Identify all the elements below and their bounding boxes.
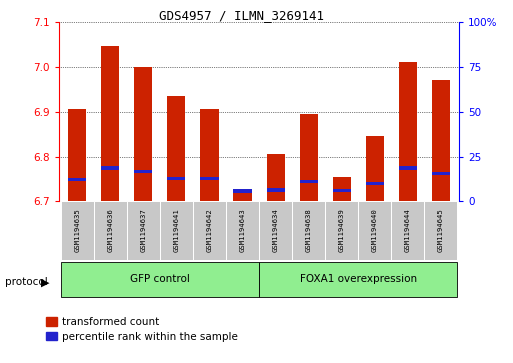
Text: GFP control: GFP control [130, 274, 190, 284]
Bar [134, 171, 152, 173]
Text: protocol: protocol [5, 277, 48, 287]
Bar [325, 201, 358, 260]
Text: FOXA1 overexpression: FOXA1 overexpression [300, 274, 417, 284]
Bar [101, 166, 120, 170]
Bar [101, 46, 120, 201]
Bar [399, 62, 417, 201]
Text: GSM1194642: GSM1194642 [206, 209, 212, 252]
Bar [167, 96, 186, 201]
Bar [432, 172, 450, 175]
Bar [267, 154, 285, 201]
Bar [233, 189, 251, 193]
Bar [201, 109, 219, 201]
Bar [292, 201, 325, 260]
Text: GSM1194645: GSM1194645 [438, 209, 444, 252]
Bar [332, 177, 351, 201]
Bar [127, 201, 160, 260]
Text: GSM1194634: GSM1194634 [272, 209, 279, 252]
Bar [399, 166, 417, 170]
Bar [68, 178, 86, 181]
Bar [332, 189, 351, 192]
Bar [432, 80, 450, 201]
Bar [61, 201, 94, 260]
Text: GSM1194643: GSM1194643 [240, 209, 246, 252]
Bar [226, 201, 259, 260]
Bar [68, 109, 86, 201]
Bar [391, 201, 424, 260]
Bar [424, 201, 458, 260]
Text: GSM1194641: GSM1194641 [173, 209, 180, 252]
Text: GSM1194644: GSM1194644 [405, 209, 411, 252]
Bar [160, 201, 193, 260]
Text: GSM1194637: GSM1194637 [141, 209, 146, 252]
Bar [259, 201, 292, 260]
Bar [134, 67, 152, 201]
Text: GSM1194639: GSM1194639 [339, 209, 345, 252]
Legend: transformed count, percentile rank within the sample: transformed count, percentile rank withi… [46, 317, 238, 342]
Bar [167, 177, 186, 180]
Text: GSM1194638: GSM1194638 [306, 209, 312, 252]
Bar [61, 261, 259, 298]
Text: ▶: ▶ [41, 277, 49, 287]
Bar [267, 188, 285, 192]
Bar [358, 201, 391, 260]
Text: GSM1194640: GSM1194640 [372, 209, 378, 252]
Text: GSM1194635: GSM1194635 [74, 209, 80, 252]
Bar [201, 177, 219, 180]
Bar [300, 180, 318, 184]
Bar [366, 182, 384, 185]
Bar [193, 201, 226, 260]
Bar [259, 261, 458, 298]
Bar [366, 136, 384, 201]
Text: GSM1194636: GSM1194636 [107, 209, 113, 252]
Bar [233, 190, 251, 201]
Bar [300, 114, 318, 201]
Bar [94, 201, 127, 260]
Text: GDS4957 / ILMN_3269141: GDS4957 / ILMN_3269141 [159, 9, 324, 22]
